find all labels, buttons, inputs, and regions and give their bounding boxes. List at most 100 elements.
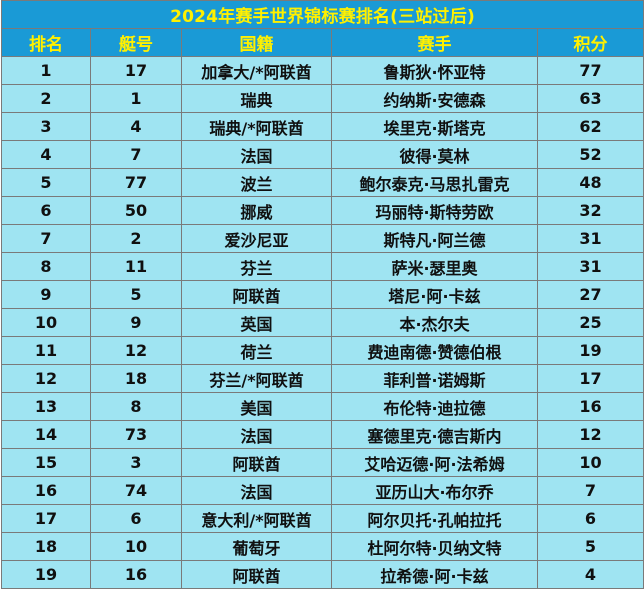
table-row: 17 6 意大利/*阿联酋 阿尔贝托·孔帕拉托 6: [1, 504, 644, 533]
cell-boat: 9: [90, 308, 182, 337]
table-row: 16 74 法国 亚历山大·布尔乔 7: [1, 476, 644, 505]
cell-points: 16: [537, 392, 644, 421]
table-title: 2024年赛手世界锦标赛排名(三站过后): [1, 0, 644, 29]
table-row: 2 1 瑞典 约纳斯·安德森 63: [1, 84, 644, 113]
cell-points: 48: [537, 168, 644, 197]
table-row: 5 77 波兰 鲍尔泰克·马思扎雷克 48: [1, 168, 644, 197]
header-country: 国籍: [181, 28, 332, 57]
cell-points: 12: [537, 420, 644, 449]
cell-country: 英国: [181, 308, 332, 337]
cell-points: 4: [537, 560, 644, 589]
cell-boat: 3: [90, 448, 182, 477]
cell-rank: 11: [1, 336, 91, 365]
cell-points: 7: [537, 476, 644, 505]
cell-boat: 73: [90, 420, 182, 449]
cell-racer: 塞德里克·德吉斯内: [331, 420, 538, 449]
cell-points: 31: [537, 224, 644, 253]
cell-boat: 11: [90, 252, 182, 281]
cell-country: 阿联酋: [181, 560, 332, 589]
cell-points: 31: [537, 252, 644, 281]
cell-points: 10: [537, 448, 644, 477]
cell-boat: 50: [90, 196, 182, 225]
cell-boat: 77: [90, 168, 182, 197]
cell-racer: 鲁斯狄·怀亚特: [331, 56, 538, 85]
cell-racer: 塔尼·阿·卡兹: [331, 280, 538, 309]
cell-rank: 14: [1, 420, 91, 449]
cell-boat: 18: [90, 364, 182, 393]
cell-boat: 1: [90, 84, 182, 113]
table-row: 8 11 芬兰 萨米·瑟里奥 31: [1, 252, 644, 281]
cell-racer: 埃里克·斯塔克: [331, 112, 538, 141]
cell-racer: 杜阿尔特·贝纳文特: [331, 532, 538, 561]
cell-boat: 17: [90, 56, 182, 85]
table-row: 18 10 葡萄牙 杜阿尔特·贝纳文特 5: [1, 532, 644, 561]
cell-boat: 2: [90, 224, 182, 253]
cell-points: 17: [537, 364, 644, 393]
header-row: 排名 艇号 国籍 赛手 积分: [1, 28, 644, 57]
cell-rank: 3: [1, 112, 91, 141]
table-row: 15 3 阿联酋 艾哈迈德·阿·法希姆 10: [1, 448, 644, 477]
cell-country: 瑞典: [181, 84, 332, 113]
cell-rank: 5: [1, 168, 91, 197]
cell-rank: 2: [1, 84, 91, 113]
table-row: 3 4 瑞典/*阿联酋 埃里克·斯塔克 62: [1, 112, 644, 141]
cell-racer: 萨米·瑟里奥: [331, 252, 538, 281]
cell-rank: 15: [1, 448, 91, 477]
cell-rank: 18: [1, 532, 91, 561]
cell-racer: 斯特凡·阿兰德: [331, 224, 538, 253]
cell-rank: 6: [1, 196, 91, 225]
cell-racer: 本·杰尔夫: [331, 308, 538, 337]
cell-racer: 拉希德·阿·卡兹: [331, 560, 538, 589]
cell-points: 6: [537, 504, 644, 533]
cell-country: 阿联酋: [181, 280, 332, 309]
table-row: 14 73 法国 塞德里克·德吉斯内 12: [1, 420, 644, 449]
cell-country: 法国: [181, 476, 332, 505]
cell-rank: 12: [1, 364, 91, 393]
table-row: 6 50 挪威 玛丽特·斯特劳欧 32: [1, 196, 644, 225]
cell-boat: 74: [90, 476, 182, 505]
cell-country: 阿联酋: [181, 448, 332, 477]
cell-rank: 16: [1, 476, 91, 505]
cell-racer: 玛丽特·斯特劳欧: [331, 196, 538, 225]
cell-racer: 菲利普·诺姆斯: [331, 364, 538, 393]
cell-rank: 7: [1, 224, 91, 253]
table-row: 19 16 阿联酋 拉希德·阿·卡兹 4: [1, 560, 644, 589]
cell-points: 62: [537, 112, 644, 141]
cell-racer: 约纳斯·安德森: [331, 84, 538, 113]
cell-country: 芬兰/*阿联酋: [181, 364, 332, 393]
cell-country: 荷兰: [181, 336, 332, 365]
cell-racer: 布伦特·迪拉德: [331, 392, 538, 421]
header-boat: 艇号: [90, 28, 182, 57]
title-row: 2024年赛手世界锦标赛排名(三站过后): [1, 0, 644, 29]
cell-rank: 17: [1, 504, 91, 533]
cell-rank: 4: [1, 140, 91, 169]
table-row: 11 12 荷兰 费迪南德·赞德伯根 19: [1, 336, 644, 365]
cell-points: 25: [537, 308, 644, 337]
cell-boat: 10: [90, 532, 182, 561]
cell-points: 5: [537, 532, 644, 561]
table-row: 7 2 爱沙尼亚 斯特凡·阿兰德 31: [1, 224, 644, 253]
table-row: 10 9 英国 本·杰尔夫 25: [1, 308, 644, 337]
cell-country: 瑞典/*阿联酋: [181, 112, 332, 141]
cell-country: 意大利/*阿联酋: [181, 504, 332, 533]
cell-racer: 艾哈迈德·阿·法希姆: [331, 448, 538, 477]
cell-rank: 9: [1, 280, 91, 309]
cell-boat: 12: [90, 336, 182, 365]
cell-country: 葡萄牙: [181, 532, 332, 561]
cell-country: 爱沙尼亚: [181, 224, 332, 253]
cell-boat: 6: [90, 504, 182, 533]
table-row: 1 17 加拿大/*阿联酋 鲁斯狄·怀亚特 77: [1, 56, 644, 85]
cell-points: 52: [537, 140, 644, 169]
cell-rank: 19: [1, 560, 91, 589]
cell-racer: 费迪南德·赞德伯根: [331, 336, 538, 365]
cell-boat: 5: [90, 280, 182, 309]
table-row: 4 7 法国 彼得·莫林 52: [1, 140, 644, 169]
cell-racer: 阿尔贝托·孔帕拉托: [331, 504, 538, 533]
cell-rank: 10: [1, 308, 91, 337]
header-racer: 赛手: [331, 28, 538, 57]
cell-boat: 4: [90, 112, 182, 141]
cell-points: 63: [537, 84, 644, 113]
cell-rank: 1: [1, 56, 91, 85]
